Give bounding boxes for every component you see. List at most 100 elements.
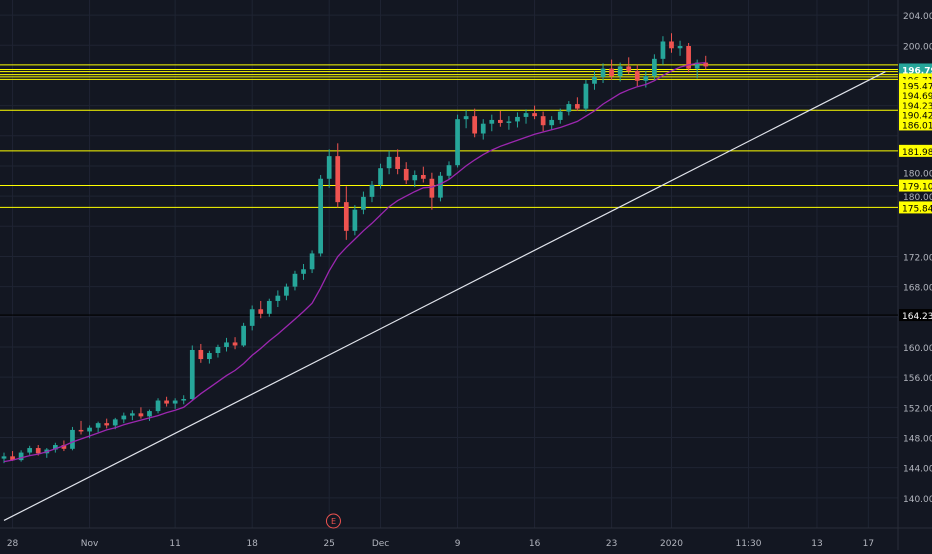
y-tick-label: 200.00 [903, 42, 932, 52]
candle-body [523, 113, 529, 117]
candle-body [258, 309, 264, 314]
candle-body [506, 121, 512, 123]
earnings-event-label: E [331, 517, 336, 526]
candle-body [172, 400, 178, 404]
level-label-bg [899, 79, 932, 92]
candle-body [301, 269, 306, 274]
candle-body [438, 175, 443, 198]
level-label-bg [899, 89, 932, 102]
black-level-label: 164.23 [902, 312, 932, 322]
level-label: 179.10 [902, 183, 932, 193]
candle-body [686, 46, 691, 69]
candle-body [609, 68, 614, 77]
candle-body [326, 156, 332, 179]
y-tick-label: 160.00 [903, 344, 932, 354]
candle-body [138, 413, 144, 417]
candle-body [420, 174, 426, 179]
earnings-event-marker[interactable] [325, 513, 341, 529]
candle-body [70, 429, 75, 449]
x-tick-label: Nov [81, 539, 99, 549]
candle-body [27, 448, 33, 453]
level-label: 190.42 [902, 112, 932, 122]
candle-body [18, 452, 24, 461]
level-label-bg [899, 144, 932, 157]
x-tick-label: 17 [863, 539, 874, 549]
x-tick-label: 11:30 [736, 539, 762, 549]
candle-body [677, 46, 683, 49]
candle-body [652, 58, 657, 77]
candle-body [335, 156, 341, 203]
candle-body [489, 119, 495, 124]
candle-body [61, 445, 67, 449]
candle-body [241, 325, 246, 346]
level-label-bg [899, 98, 932, 111]
candle-body [318, 178, 323, 254]
candle-body [463, 116, 469, 120]
level-label-bg [899, 179, 932, 192]
candle-body [207, 353, 212, 360]
candle-body [540, 116, 546, 126]
level-label-bg [899, 118, 932, 131]
candle-body [497, 119, 503, 123]
y-tick-label: 152.00 [903, 404, 932, 414]
x-tick-label: 25 [323, 539, 334, 549]
candle-body [292, 273, 298, 287]
candle-body [378, 168, 383, 185]
candle-body [617, 66, 623, 77]
candle-body [181, 399, 187, 401]
candle-body [583, 83, 589, 109]
y-tick-label: 156.00 [903, 374, 932, 384]
y-tick-label: 172.00 [903, 253, 932, 263]
level-label: 181.98 [902, 148, 932, 158]
candle-body [87, 427, 92, 432]
candle-body [189, 349, 195, 400]
level-label: 175.84 [902, 204, 932, 214]
candle-body [104, 423, 110, 426]
candle-body [532, 113, 537, 117]
candle-body [694, 62, 700, 69]
candle-body [249, 309, 255, 326]
y-tick-label: 180.00 [903, 193, 932, 203]
candle-body [386, 156, 392, 169]
y-tick-label: 144.00 [903, 465, 932, 475]
candle-body [361, 196, 366, 210]
candle-body [566, 104, 572, 112]
level-label: 194.69 [902, 92, 932, 102]
x-tick-label: 23 [606, 539, 617, 549]
y-tick-label: 148.00 [903, 434, 932, 444]
candle-body [515, 116, 520, 122]
candle-body [352, 209, 358, 231]
candle-body [10, 456, 15, 461]
candle-body [660, 41, 666, 59]
x-tick-label: 28 [7, 539, 19, 549]
level-label: 194.23 [902, 102, 932, 112]
y-tick-label: 180.00 [903, 170, 932, 180]
candle-body [275, 295, 281, 301]
candle-body [703, 62, 709, 67]
x-tick-label: Dec [372, 539, 389, 549]
y-tick-label: 168.00 [903, 284, 932, 294]
candle-body [78, 429, 84, 432]
trendline [3, 71, 886, 521]
candle-body [446, 165, 452, 176]
candle-body [472, 116, 478, 134]
candle-body [155, 400, 161, 412]
candle-body [343, 202, 349, 231]
candle-body [284, 286, 289, 296]
candle-body [121, 415, 127, 420]
current-price-bg [899, 63, 932, 76]
candle-body [626, 66, 632, 71]
candle-body [1, 456, 7, 459]
y-tick-label: 140.00 [903, 495, 932, 505]
candle-body [266, 300, 272, 314]
candle-body [232, 342, 238, 346]
candle-body [147, 411, 152, 417]
candle-body [395, 156, 401, 169]
level-label-bg [899, 201, 932, 214]
candle-body [309, 253, 315, 270]
candle-body [369, 184, 375, 197]
x-tick-label: 11 [169, 539, 180, 549]
black-level-bg [899, 309, 932, 322]
candle-body [592, 76, 597, 84]
